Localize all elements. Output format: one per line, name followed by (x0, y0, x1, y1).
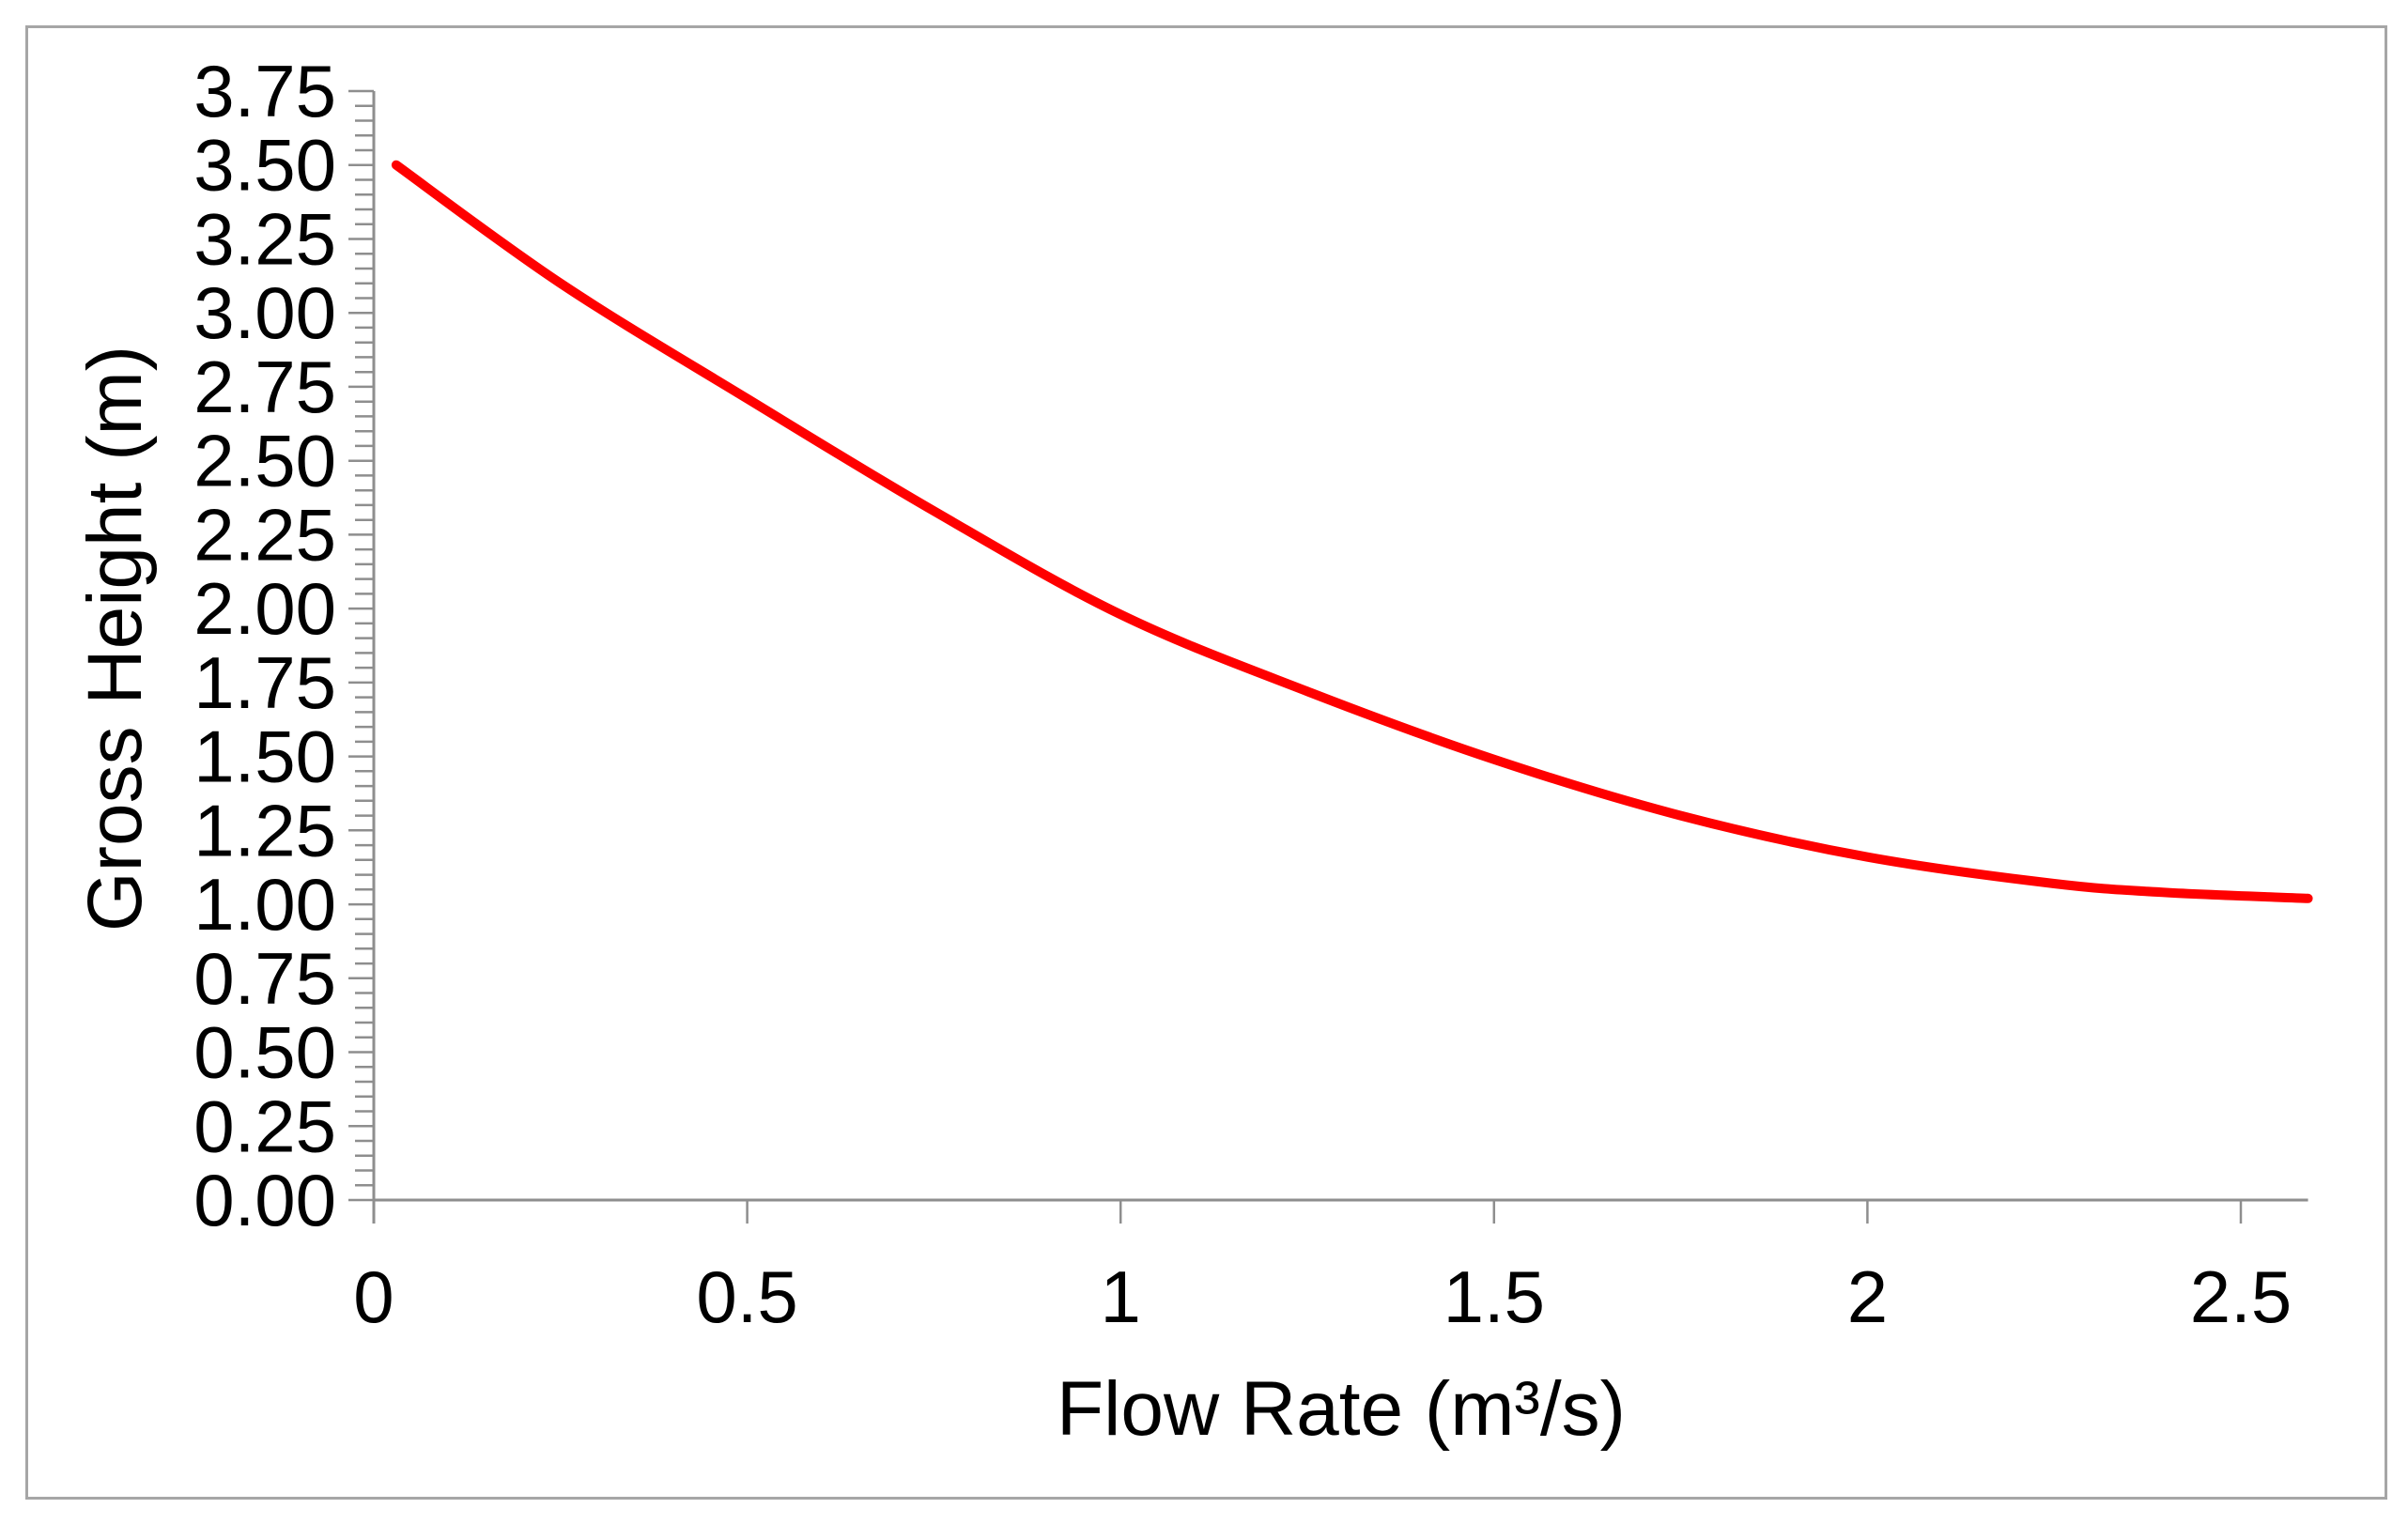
x-axis-title: Flow Rate (m³/s) (1057, 1366, 1626, 1452)
x-tick-label: 1 (1101, 1255, 1141, 1338)
x-tick-label: 2 (1847, 1255, 1888, 1338)
y-tick-label: 2.50 (193, 420, 336, 502)
y-tick-label: 1.00 (193, 863, 336, 946)
y-tick-label: 0.75 (193, 937, 336, 1020)
y-tick-label: 0.50 (193, 1011, 336, 1094)
series-line (391, 160, 2313, 903)
y-tick-label: 3.75 (193, 50, 336, 132)
y-tick-label: 2.00 (193, 567, 336, 650)
x-tick-label: 1.5 (1443, 1255, 1545, 1338)
y-tick-label: 3.25 (193, 198, 336, 281)
y-tick-label: 3.50 (193, 124, 336, 207)
y-tick-label: 3.00 (193, 271, 336, 354)
y-tick-label: 0.25 (193, 1085, 336, 1167)
x-tick-label: 2.5 (2190, 1255, 2292, 1338)
x-tick-label: 0 (353, 1255, 394, 1338)
x-tick-label: 0.5 (696, 1255, 797, 1338)
y-tick-label: 1.25 (193, 789, 336, 871)
y-tick-label: 1.75 (193, 641, 336, 724)
axes: 0.000.250.500.751.001.251.501.752.002.25… (193, 50, 2308, 1338)
y-tick-label: 2.25 (193, 493, 336, 576)
y-tick-label: 2.75 (193, 346, 336, 428)
y-tick-label: 1.50 (193, 716, 336, 798)
series (391, 160, 2313, 903)
y-tick-label: 0.00 (193, 1159, 336, 1241)
y-axis-title: Gross Height (m) (72, 346, 158, 931)
frame-border (25, 25, 2387, 1500)
